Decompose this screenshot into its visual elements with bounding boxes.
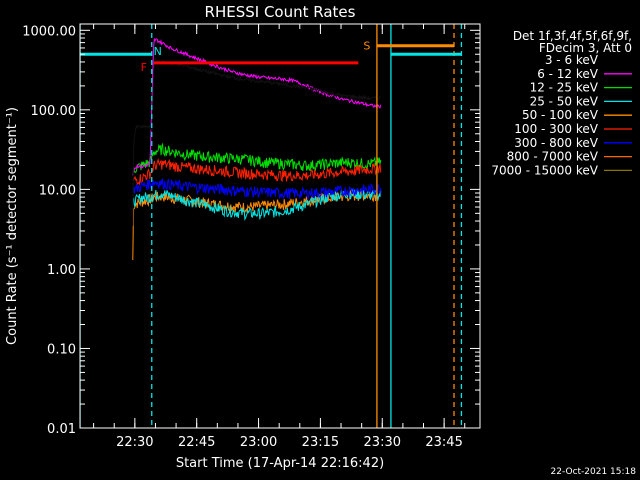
y-tick-label: 0.10 bbox=[47, 342, 76, 357]
series-line-50-100-kev bbox=[132, 188, 382, 261]
x-tick-label: 23:45 bbox=[425, 435, 462, 450]
series-line-25-50-kev bbox=[133, 188, 382, 221]
y-tick-label: 1000.00 bbox=[22, 24, 76, 39]
render-timestamp: 22-Oct-2021 15:18 bbox=[551, 467, 637, 477]
series-line-12-25-kev bbox=[133, 142, 382, 173]
series-line-300-800-kev bbox=[133, 178, 382, 201]
interval-letter-night: N bbox=[154, 45, 162, 58]
axes: 1000.00 100.00 10.00 1.00 0.10 0.01 22:30 22:45… bbox=[22, 24, 480, 450]
x-tick-label: 23:15 bbox=[302, 435, 339, 450]
y-axis-label: Count Rate (s⁻¹ detector segment⁻¹) bbox=[5, 107, 20, 345]
legend-label: 25 - 50 keV bbox=[530, 94, 599, 108]
x-tick-label: 23:30 bbox=[364, 435, 401, 450]
y-tick-label: 1.00 bbox=[47, 263, 76, 278]
x-axis-label: Start Time (17-Apr-14 22:16:42) bbox=[176, 456, 384, 471]
legend-label: 3 - 6 keV bbox=[545, 53, 599, 67]
y-tick-label: 0.01 bbox=[47, 422, 76, 437]
legend-header-line-1: Det 1f,3f,4f,5f,6f,9f, bbox=[513, 29, 632, 43]
series-line-6-12-kev bbox=[132, 37, 382, 176]
legend-label: 6 - 12 keV bbox=[537, 67, 599, 81]
legend-label: 800 - 7000 keV bbox=[507, 150, 599, 164]
legend-label: 300 - 800 keV bbox=[514, 136, 598, 150]
interval-letter-saa: S bbox=[363, 40, 370, 53]
chart-title: RHESSI Count Rates bbox=[205, 3, 356, 21]
y-tick-label: 100.00 bbox=[31, 104, 77, 119]
legend: Det 1f,3f,4f,5f,6f,9f, FDecim 3, Att 0 3… bbox=[491, 29, 632, 177]
plot-frame bbox=[79, 23, 481, 429]
interval-layer bbox=[80, 24, 463, 428]
x-tick-label: 22:45 bbox=[178, 435, 215, 450]
series-line-100-300-kev bbox=[133, 157, 382, 186]
series-line-3-6-kev bbox=[132, 57, 381, 226]
legend-label: 12 - 25 keV bbox=[530, 81, 599, 95]
series-layer bbox=[132, 37, 382, 261]
y-tick-label: 10.00 bbox=[39, 183, 76, 198]
legend-label: 50 - 100 keV bbox=[522, 108, 599, 122]
interval-letter-flare: F bbox=[141, 61, 147, 74]
x-tick-label: 22:30 bbox=[116, 435, 153, 450]
legend-label: 7000 - 15000 keV bbox=[491, 163, 598, 177]
x-tick-label: 23:00 bbox=[240, 435, 277, 450]
plot-area bbox=[79, 23, 481, 429]
legend-header-line-2: FDecim 3, Att 0 bbox=[539, 41, 632, 55]
legend-label: 100 - 300 keV bbox=[514, 122, 598, 136]
